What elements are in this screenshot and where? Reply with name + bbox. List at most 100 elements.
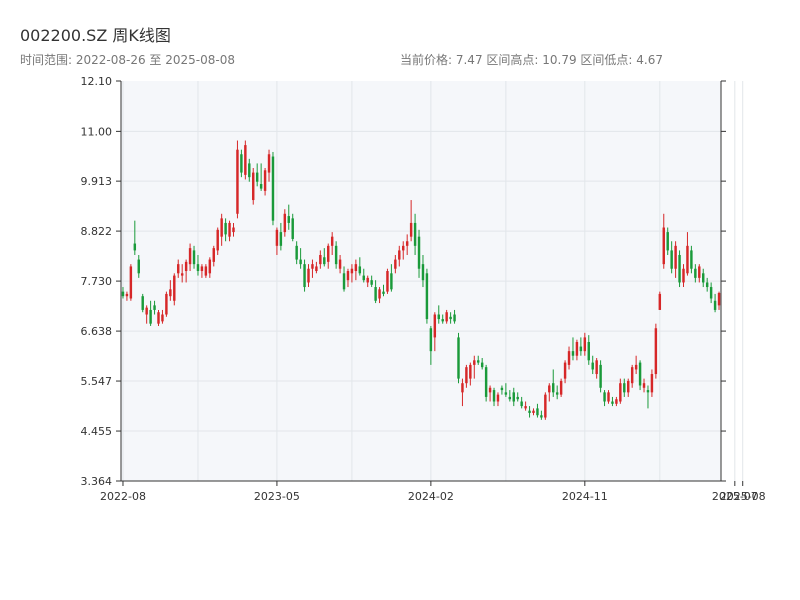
candle — [429, 325, 433, 365]
candle-body — [469, 364, 472, 379]
candle — [342, 266, 346, 292]
candle — [658, 291, 662, 310]
candle — [200, 264, 204, 278]
candle-body — [709, 287, 713, 299]
y-tick-label: 4.455 — [81, 425, 113, 438]
candle-body — [524, 406, 527, 409]
candle — [173, 273, 176, 306]
candle-body — [232, 227, 235, 233]
candle — [520, 396, 523, 409]
candle — [366, 275, 369, 288]
candle — [137, 254, 140, 278]
candle — [204, 264, 208, 278]
candle-body — [145, 307, 148, 315]
candle — [299, 248, 302, 269]
candle-body — [694, 268, 697, 278]
candle — [630, 364, 634, 388]
chart-title: 002200.SZ 周K线图 — [20, 26, 171, 45]
candle-body — [346, 271, 350, 281]
candle — [394, 254, 397, 274]
candle — [603, 390, 606, 407]
candle — [133, 220, 137, 255]
candle — [263, 167, 267, 196]
candle — [642, 378, 646, 393]
candle — [445, 309, 448, 324]
candle — [354, 259, 358, 281]
candle-body — [441, 319, 444, 322]
candle-body — [717, 292, 721, 306]
x-tick-label: 2025-07 — [712, 490, 758, 503]
candle — [161, 309, 164, 324]
candle — [390, 264, 393, 292]
candle — [398, 245, 401, 267]
candle-body — [267, 154, 271, 173]
candle — [319, 250, 322, 269]
candle-body — [540, 415, 543, 418]
candle — [646, 385, 650, 409]
candle — [402, 241, 405, 260]
candle — [480, 358, 484, 370]
candle-body — [532, 410, 535, 413]
candle-body — [263, 170, 267, 191]
candle — [267, 149, 271, 182]
x-tick-label: 2022-08 — [100, 490, 146, 503]
candle — [634, 355, 638, 375]
y-tick-label: 5.547 — [81, 375, 113, 388]
candle — [536, 403, 539, 418]
candle — [690, 245, 693, 274]
candle-body — [133, 243, 137, 251]
candle-body — [370, 280, 373, 285]
candle-body — [394, 259, 397, 269]
gridlines — [121, 81, 744, 481]
candle — [555, 385, 559, 400]
candle-body — [682, 268, 685, 283]
candle-body — [125, 293, 129, 297]
candle-body — [591, 362, 594, 370]
candle-body — [177, 264, 180, 274]
candle — [670, 241, 673, 274]
candle-body — [492, 390, 496, 402]
candle — [425, 268, 429, 324]
candle — [180, 264, 184, 283]
candle-body — [496, 394, 500, 402]
candle — [717, 291, 721, 310]
candle-body — [686, 245, 689, 274]
candle — [461, 378, 464, 407]
candle-body — [548, 385, 551, 393]
candle-body — [433, 314, 437, 338]
candle-body — [224, 222, 227, 235]
candle-body — [188, 248, 192, 265]
candle-body — [161, 314, 164, 322]
candle-body — [429, 328, 433, 352]
candle-body — [362, 275, 365, 281]
candle — [350, 264, 354, 283]
candle-body — [587, 341, 590, 361]
candle — [516, 392, 519, 402]
candle-body — [398, 250, 401, 260]
candle — [477, 355, 480, 365]
candle-body — [552, 383, 555, 393]
candle — [192, 245, 196, 269]
candle — [702, 268, 705, 288]
candle-body — [374, 287, 377, 301]
price-stats-text: 当前价格: 7.47 区间高点: 10.79 区间低点: 4.67 — [400, 53, 663, 67]
candle-body — [567, 351, 571, 365]
candle-body — [402, 245, 405, 251]
candle-body — [149, 309, 152, 324]
candle-body — [477, 360, 480, 363]
candle — [334, 241, 338, 269]
y-tick-label: 3.364 — [81, 475, 113, 488]
candle-body — [240, 154, 243, 173]
candle-body — [366, 277, 369, 283]
candle-body — [137, 259, 140, 274]
candle — [504, 383, 508, 397]
candle — [484, 364, 488, 402]
candle — [552, 369, 555, 397]
candle-body — [216, 229, 219, 251]
candle — [595, 358, 598, 379]
candle-body — [654, 328, 658, 375]
candle-body — [678, 254, 681, 283]
candle-body — [390, 273, 393, 290]
candle — [709, 282, 713, 304]
